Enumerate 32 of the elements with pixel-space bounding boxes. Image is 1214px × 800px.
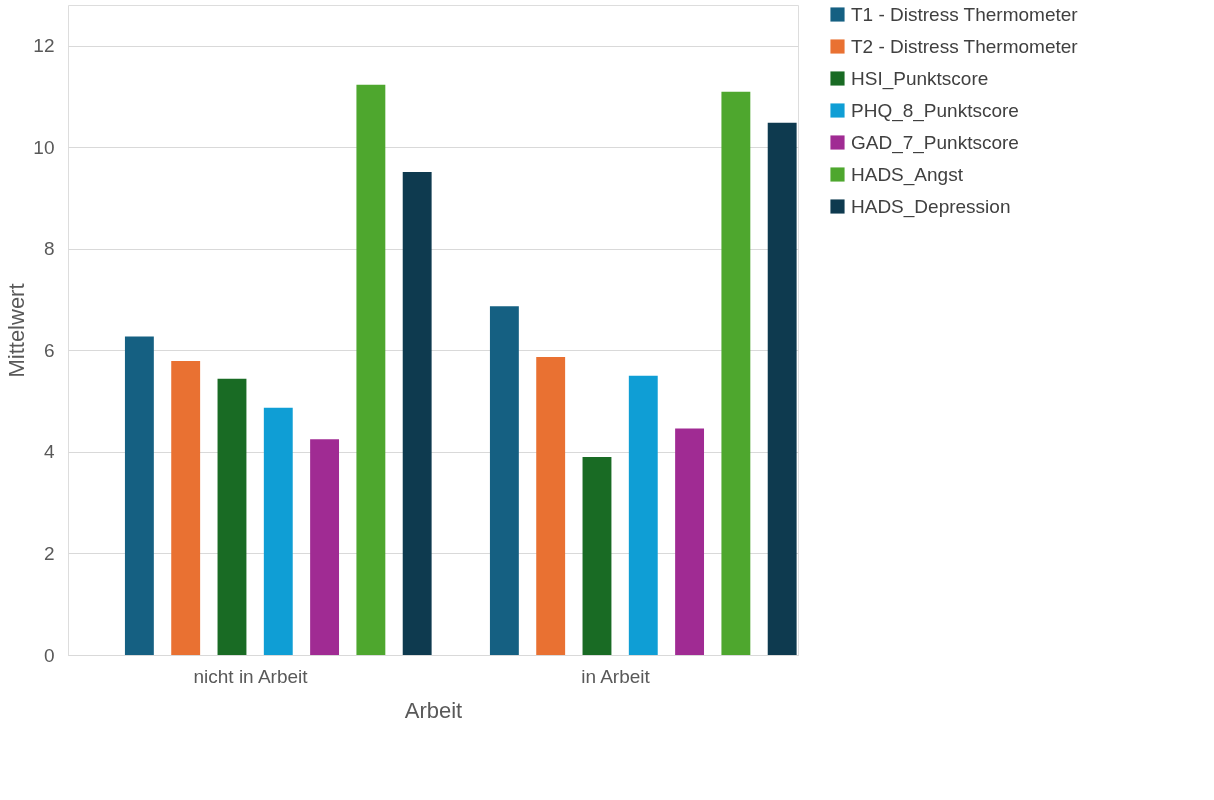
y-tick-label: 12 <box>33 35 55 57</box>
bar <box>124 336 154 655</box>
bar <box>582 456 612 655</box>
bar <box>217 378 247 655</box>
legend-label: HSI_Punktscore <box>851 67 989 90</box>
legend-label: T2 - Distress Thermometer <box>851 35 1079 57</box>
bar <box>536 356 566 655</box>
legend-label: PHQ_8_Punktscore <box>851 99 1019 122</box>
bar <box>628 375 658 655</box>
y-tick-label: 10 <box>33 136 55 158</box>
y-tick-label: 0 <box>43 644 55 666</box>
x-tick-label: in Arbeit <box>581 665 651 687</box>
y-tick-label: 8 <box>43 238 55 260</box>
bar <box>171 360 201 655</box>
bar <box>767 122 797 655</box>
bar <box>721 91 751 655</box>
legend-label: GAD_7_Punktscore <box>851 131 1019 154</box>
bar <box>402 172 432 655</box>
bar <box>310 439 340 655</box>
bar <box>675 428 705 655</box>
bar <box>356 84 386 655</box>
y-tick-label: 4 <box>43 441 55 463</box>
legend-label: HADS_Angst <box>851 163 964 186</box>
x-tick-label: nicht in Arbeit <box>193 665 309 687</box>
y-tick-label: 6 <box>43 339 55 361</box>
y-tick-label: 2 <box>43 542 55 564</box>
y-axis-title: Mittelwert <box>4 283 30 378</box>
x-axis-title: Arbeit <box>404 697 463 723</box>
bar <box>263 407 293 655</box>
bar <box>489 306 519 655</box>
legend-label: HADS_Depression <box>851 195 1011 218</box>
legend-label: T1 - Distress Thermometer <box>851 3 1079 25</box>
